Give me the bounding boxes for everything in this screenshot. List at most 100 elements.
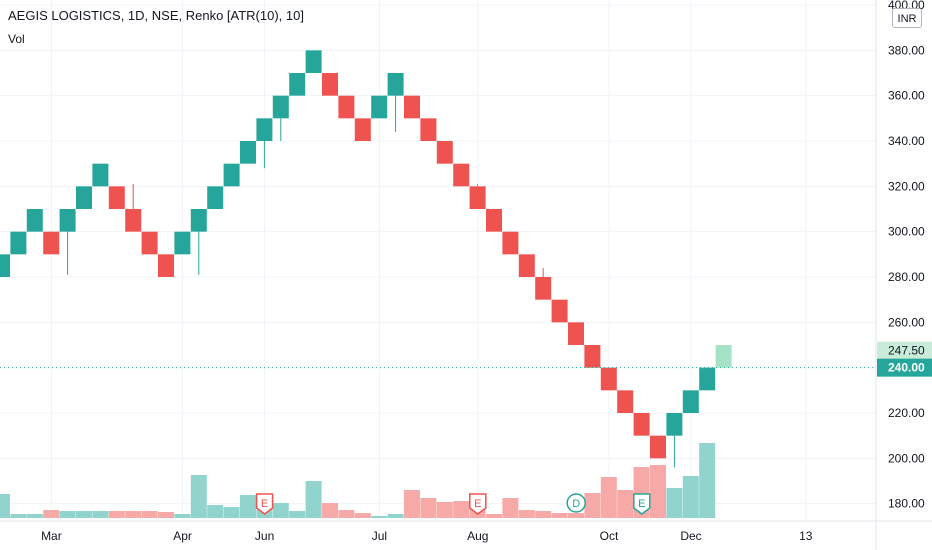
currency-button[interactable]: INR [892, 8, 922, 28]
renko-brick-down [584, 345, 601, 368]
event-marker-label: E [474, 498, 481, 510]
renko-brick-down [633, 413, 650, 436]
renko-brick-up [174, 231, 191, 255]
volume-bar [650, 465, 666, 518]
x-tick-label: 13 [799, 529, 813, 543]
volume-bar [420, 498, 437, 518]
renko-brick-down [453, 163, 470, 187]
grid-layer [0, 0, 876, 520]
volume-bar [568, 513, 584, 518]
renko-brick-up [682, 390, 699, 413]
volume-bar [43, 510, 60, 518]
volume-bar [174, 514, 191, 518]
renko-brick-down [158, 254, 174, 277]
x-tick-label: Oct [600, 529, 619, 543]
renko-brick-up [76, 186, 92, 209]
volume-bar [535, 511, 552, 518]
y-tick-label: 380.00 [888, 43, 925, 57]
volume-bar [518, 510, 535, 518]
renko-brick-down [502, 231, 519, 255]
y-tick-label: 220.00 [888, 406, 925, 420]
y-tick-label: 280.00 [888, 270, 925, 284]
earnings-marker [633, 493, 651, 515]
renko-brick-up [190, 209, 207, 232]
volume-bar [338, 510, 355, 518]
renko-brick-up [666, 413, 683, 436]
volume-bar [436, 502, 453, 518]
earnings-marker [469, 493, 487, 515]
renko-brick-up [59, 209, 76, 232]
volume-bar [289, 511, 306, 518]
last-price-label: 240.00 [888, 361, 925, 375]
x-tick-label: Jun [255, 529, 274, 543]
renko-brick-down [322, 73, 338, 96]
volume-bar [551, 513, 568, 518]
volume-bar [354, 513, 371, 518]
volume-label: Vol [8, 32, 25, 46]
volume-bar [76, 511, 92, 518]
renko-brick-up [0, 254, 10, 277]
renko-brick-down [551, 299, 568, 323]
volume-bar [207, 505, 224, 518]
renko-brick-down [108, 186, 125, 209]
event-marker-label: E [638, 498, 645, 510]
event-marker-label: E [261, 498, 268, 510]
renko-brick-down [404, 95, 420, 119]
renko-brick-down [141, 231, 158, 255]
renko-brick-up [371, 95, 388, 119]
volume-bar [26, 514, 43, 518]
volume-bar [502, 498, 519, 518]
renko-brick-up [92, 163, 109, 187]
volume-bar [141, 511, 158, 518]
x-tick-label: Jul [372, 529, 387, 543]
renko-brick-down [617, 390, 634, 413]
projected-brick [715, 345, 732, 368]
projected-price-badge [877, 341, 932, 360]
volume-bar [371, 516, 388, 518]
volume-bar [125, 511, 142, 518]
projected-price-label: 247.50 [888, 344, 925, 358]
renko-brick-down [486, 209, 502, 232]
x-tick-label: Dec [680, 529, 701, 543]
volume-bar [666, 488, 683, 518]
renko-brick-down [354, 118, 371, 141]
volume-bar [223, 507, 240, 518]
volume-bar [108, 511, 125, 518]
volume-bar [600, 477, 617, 518]
renko-brick-up [240, 141, 256, 164]
y-tick-label: 320.00 [888, 179, 925, 193]
renko-brick-up [699, 367, 716, 391]
volume-bar [453, 501, 470, 518]
volume-bar [699, 443, 716, 518]
volume-bar [682, 476, 699, 518]
y-tick-label: 360.00 [888, 89, 925, 103]
volume-bar [486, 514, 502, 518]
renko-brick-up [10, 231, 27, 255]
volume-bar [158, 512, 174, 518]
y-tick-label: 180.00 [888, 497, 925, 511]
renko-brick-down [338, 95, 355, 119]
renko-brick-down [568, 322, 584, 345]
renko-brick-up [26, 209, 43, 232]
volume-bar [617, 490, 634, 518]
renko-brick-down [436, 141, 453, 164]
renko-brick-up [387, 73, 404, 96]
x-tick-label: Mar [41, 529, 62, 543]
volume-layer [0, 443, 716, 518]
volume-bar [59, 511, 76, 518]
renko-brick-down [650, 435, 666, 459]
y-tick-label: 200.00 [888, 451, 925, 465]
y-tick-label: 340.00 [888, 134, 925, 148]
renko-brick-down [125, 209, 142, 232]
renko-brick-up [272, 95, 289, 119]
volume-bar [10, 514, 27, 518]
earnings-marker [255, 493, 274, 515]
y-tick-label: 300.00 [888, 225, 925, 239]
volume-bar [272, 503, 289, 518]
y-tick-label: 260.00 [888, 315, 925, 329]
renko-brick-up [256, 118, 273, 141]
